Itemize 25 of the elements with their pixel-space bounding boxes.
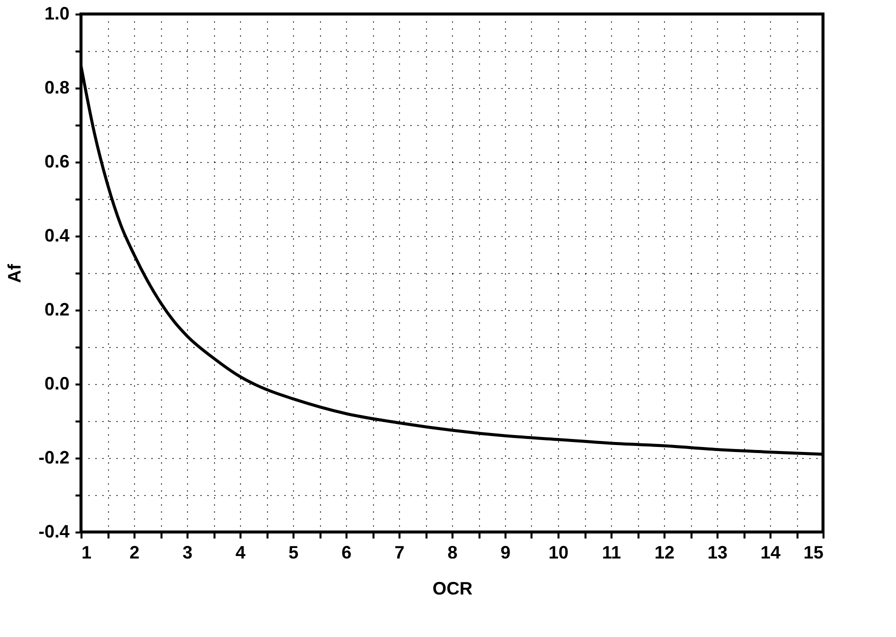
y-axis-title: Af	[4, 263, 24, 283]
x-tick-label: 6	[341, 542, 352, 562]
x-tick-label: 12	[654, 542, 675, 562]
y-tick-label: -0.4	[38, 522, 70, 542]
y-tick-label: 0.2	[44, 300, 70, 320]
x-tick-label: 11	[602, 542, 622, 562]
x-tick-label: 2	[129, 542, 140, 562]
x-tick-label: 5	[288, 542, 299, 562]
x-tick-label: 10	[548, 542, 569, 562]
x-tick-label: 14	[760, 542, 781, 562]
x-tick-label: 8	[447, 542, 458, 562]
y-tick-label: 0.6	[44, 152, 70, 172]
x-tick-label: 15	[803, 542, 824, 562]
x-tick-label: 13	[707, 542, 728, 562]
x-axis-title: OCR	[432, 578, 472, 598]
y-tick-label: -0.2	[38, 448, 70, 468]
x-tick-label: 3	[182, 542, 193, 562]
y-tick-label: 0.8	[44, 78, 70, 98]
x-tick-label: 1	[82, 542, 92, 562]
y-tick-label: 1.0	[44, 4, 70, 24]
x-tick-label: 4	[235, 542, 246, 562]
x-tick-label: 7	[394, 542, 405, 562]
x-tick-label: 9	[500, 542, 511, 562]
y-tick-label: 0.0	[44, 374, 70, 394]
y-tick-label: 0.4	[44, 226, 70, 246]
